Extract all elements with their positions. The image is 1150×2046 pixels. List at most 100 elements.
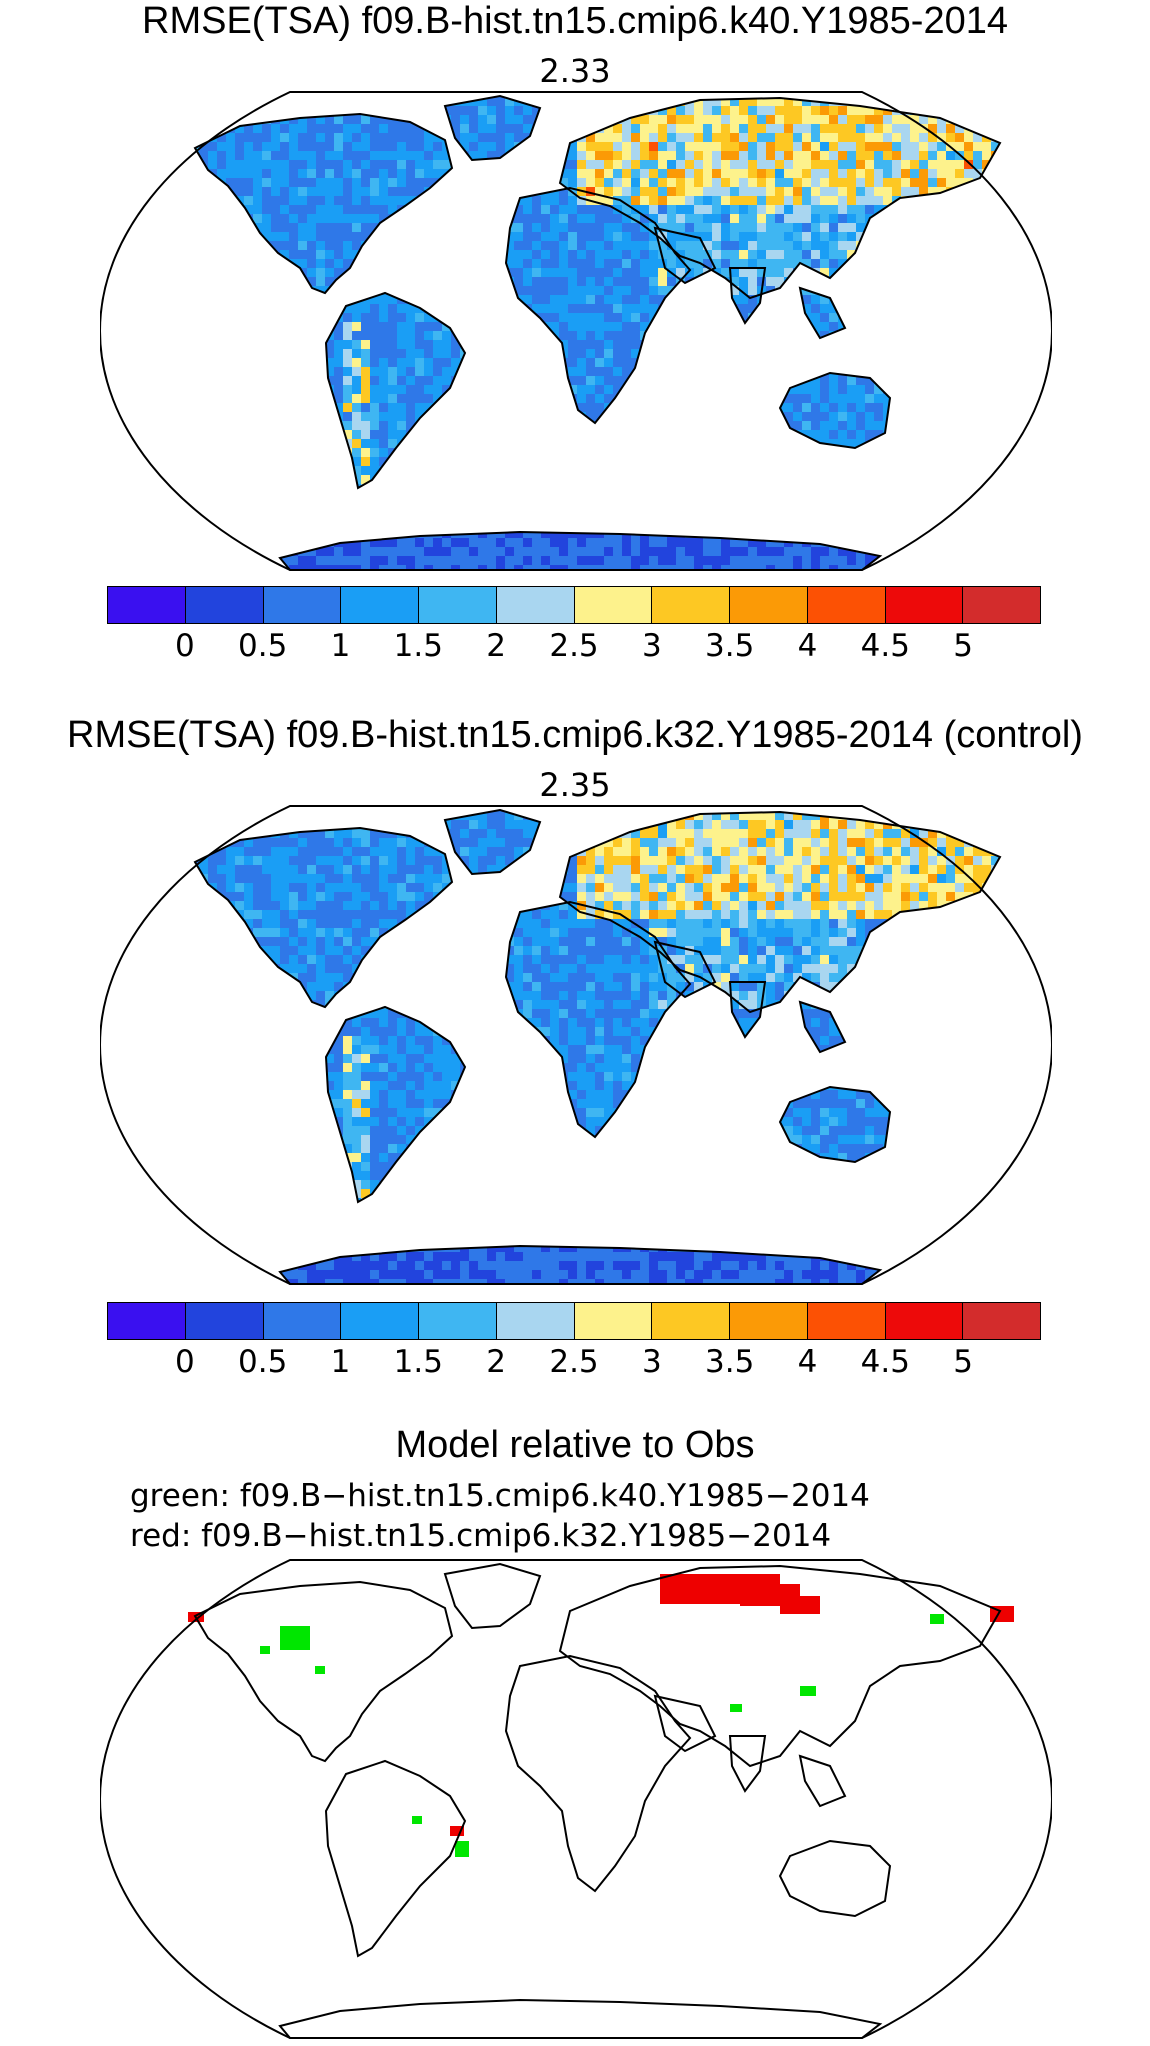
- coastline-eurasia: [558, 810, 1002, 1014]
- colorbar-tick-label: 0.5: [238, 628, 288, 664]
- colorbar-swatch: [885, 587, 964, 623]
- panel3-title: Model relative to Obs: [395, 1424, 755, 1466]
- colorbar-tick-label: 2.5: [549, 1344, 599, 1380]
- rmse-grid-cells: [195, 96, 1000, 570]
- colorbar-tick-label: 2: [486, 628, 507, 664]
- colorbar-swatch: [963, 587, 1040, 623]
- colorbar-swatch: [419, 1303, 497, 1339]
- colorbar-tick-label: 3.5: [705, 1344, 755, 1380]
- colorbar-tick-label: 3: [641, 1344, 662, 1380]
- colorbar-tick-label: 0: [174, 1344, 195, 1380]
- colorbar-tick-label: 1: [330, 628, 351, 664]
- colorbar-tick-label: 1.5: [393, 1344, 443, 1380]
- green-cell: [280, 1626, 310, 1650]
- coastline-northAmerica: [193, 1580, 454, 1763]
- colorbar-swatch: [185, 587, 264, 623]
- coastline-africa: [504, 186, 692, 425]
- green-cell: [412, 1816, 422, 1824]
- panel1-colorbar: [107, 586, 1041, 624]
- colorbar-swatch: [341, 1303, 419, 1339]
- red-cell: [780, 1596, 820, 1614]
- coastline-australia: [778, 371, 892, 450]
- panel3-legend-green: green: f09.B−hist.tn15.cmip6.k40.Y1985−2…: [130, 1478, 870, 1514]
- colorbar-swatch: [185, 1303, 264, 1339]
- colorbar-tick-label: 4: [797, 1344, 818, 1380]
- panel2-global-value: 2.35: [539, 766, 611, 804]
- coastline-southAmerica: [324, 1759, 467, 1958]
- coastline-greenland: [443, 94, 542, 162]
- colorbar-swatch: [807, 1303, 886, 1339]
- map-outline: [100, 805, 1052, 1285]
- coastline-india: [728, 267, 767, 325]
- coastline-northAmerica: [193, 112, 454, 295]
- colorbar-tick-label: 4.5: [860, 628, 910, 664]
- panel2-rmse-map: [100, 805, 1052, 1285]
- coastline-southAmerica: [324, 1005, 467, 1204]
- coastline-arabia: [653, 226, 717, 285]
- colorbar-swatch: [652, 1303, 730, 1339]
- coastline-antarctica: [278, 1998, 883, 2039]
- colorbar-swatch: [963, 1303, 1040, 1339]
- colorbar-swatch: [730, 1303, 808, 1339]
- colorbar-tick-label: 2: [486, 1344, 507, 1380]
- colorbar-tick-label: 1.5: [393, 628, 443, 664]
- colorbar-tick-label: 5: [953, 628, 974, 664]
- coastline-arabia: [653, 940, 717, 999]
- colorbar-swatch: [341, 587, 419, 623]
- colorbar-swatch: [496, 1303, 575, 1339]
- panel2-title: RMSE(TSA) f09.B-hist.tn15.cmip6.k32.Y198…: [67, 714, 1083, 756]
- map-outline: [100, 1559, 1052, 2039]
- relative-cells: [188, 1574, 1014, 1857]
- coastline-africa: [504, 1654, 692, 1893]
- coastline-northAmerica: [193, 826, 454, 1009]
- rmse-grid-cells: [195, 810, 1000, 1284]
- colorbar-tick-label: 3: [641, 628, 662, 664]
- coastline-eurasia: [558, 1564, 1002, 1768]
- coastline-australia: [778, 1085, 892, 1164]
- colorbar-swatch: [730, 587, 808, 623]
- coastline-eurasia: [558, 96, 1002, 300]
- panel2-colorbar-ticks: 0 0.5 1 1.5 2 2.5 3 3.5 4 4.5 5: [107, 1344, 1041, 1384]
- green-cell: [800, 1686, 816, 1696]
- colorbar-tick-label: 0: [174, 628, 195, 664]
- coastline-arabia: [653, 1694, 717, 1753]
- green-cell: [315, 1666, 325, 1674]
- coastline-seAsia: [798, 286, 847, 340]
- colorbar-swatch: [885, 1303, 964, 1339]
- colorbar-swatch: [496, 587, 575, 623]
- colorbar-swatch: [263, 587, 342, 623]
- panel3-relative-map: [100, 1559, 1052, 2039]
- coastline-greenland: [443, 808, 542, 876]
- colorbar-swatch: [652, 587, 730, 623]
- colorbar-tick-label: 4: [797, 628, 818, 664]
- coastline-seAsia: [798, 1754, 847, 1808]
- coastline-india: [728, 981, 767, 1039]
- colorbar-tick-label: 2.5: [549, 628, 599, 664]
- colorbar-tick-label: 4.5: [860, 1344, 910, 1380]
- coastline-greenland: [443, 1562, 542, 1630]
- panel1-title: RMSE(TSA) f09.B-hist.tn15.cmip6.k40.Y198…: [142, 0, 1008, 42]
- coastline-africa: [504, 900, 692, 1139]
- colorbar-swatch: [108, 1303, 186, 1339]
- panel3-legend-red: red: f09.B−hist.tn15.cmip6.k32.Y1985−201…: [130, 1518, 832, 1554]
- coastline-india: [728, 1735, 767, 1793]
- panel1-colorbar-ticks: 0 0.5 1 1.5 2 2.5 3 3.5 4 4.5 5: [107, 628, 1041, 668]
- colorbar-tick-label: 5: [953, 1344, 974, 1380]
- map-outline: [100, 91, 1052, 571]
- coastline-southAmerica: [324, 291, 467, 490]
- green-cell: [260, 1646, 270, 1654]
- colorbar-swatch: [108, 587, 186, 623]
- panel1-rmse-map: [100, 91, 1052, 571]
- green-cell: [730, 1704, 742, 1712]
- green-cell: [455, 1841, 469, 1857]
- green-cell: [930, 1614, 944, 1624]
- colorbar-swatch: [807, 587, 886, 623]
- coastline-seAsia: [798, 1000, 847, 1054]
- colorbar-swatch: [574, 587, 653, 623]
- colorbar-swatch: [419, 587, 497, 623]
- colorbar-tick-label: 0.5: [238, 1344, 288, 1380]
- panel1-global-value: 2.33: [539, 52, 611, 90]
- colorbar-swatch: [574, 1303, 653, 1339]
- panel2-colorbar: [107, 1302, 1041, 1340]
- colorbar-tick-label: 1: [330, 1344, 351, 1380]
